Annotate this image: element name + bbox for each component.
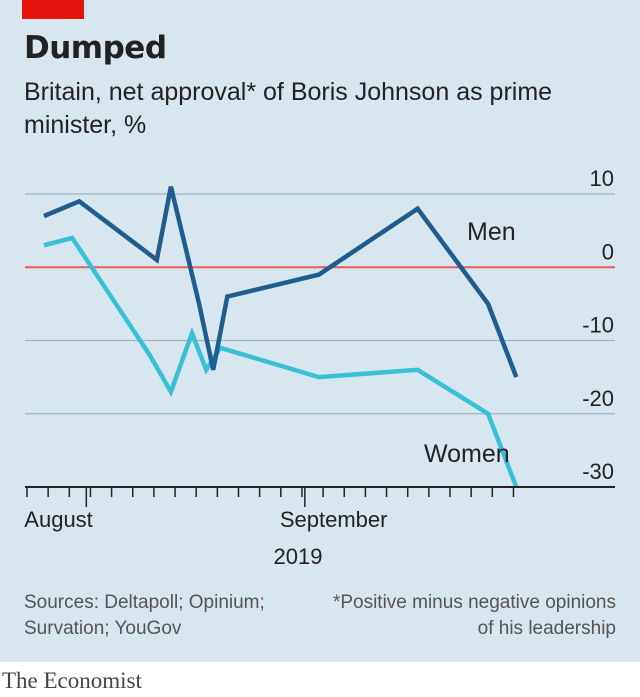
x-tick-label: August [24, 507, 93, 532]
source-note: Sources: Deltapoll; Opinium; Survation; … [24, 592, 265, 639]
y-tick-label: -30 [582, 459, 614, 484]
y-tick-label: -10 [582, 313, 614, 338]
brand-red-tag [22, 0, 84, 19]
series-line-men [43, 186, 519, 378]
series-labels: Men Women [424, 218, 516, 468]
brand-wordmark: The Economist [2, 668, 142, 693]
y-tick-labels: 10 0 -10 -20 -30 [582, 166, 614, 484]
footnote: *Positive minus negative opinions of his… [332, 592, 616, 639]
series-lines [43, 186, 519, 488]
y-tick-label: 0 [602, 239, 614, 264]
gridlines [25, 193, 615, 415]
chart-title: Dumped [24, 30, 167, 66]
x-axis: August September 2019 [24, 486, 615, 569]
chart-subtitle: Britain, net approval* of Boris Johnson … [24, 78, 553, 139]
y-tick-label: 10 [590, 166, 614, 191]
x-tick-label: September [280, 507, 388, 532]
y-tick-label: -20 [582, 386, 614, 411]
series-label-men: Men [467, 218, 516, 246]
x-year-label: 2019 [274, 544, 323, 569]
series-label-women: Women [424, 440, 510, 468]
chart-panel [0, 0, 640, 662]
series-line-women [43, 235, 519, 488]
